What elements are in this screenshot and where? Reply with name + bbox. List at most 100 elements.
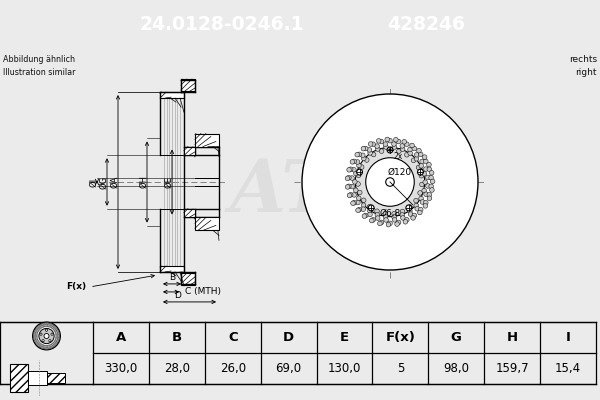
Circle shape — [415, 206, 419, 211]
Text: A: A — [116, 331, 126, 344]
Circle shape — [424, 159, 428, 164]
Circle shape — [429, 184, 433, 189]
Circle shape — [368, 208, 372, 213]
Circle shape — [350, 176, 355, 180]
Circle shape — [395, 222, 400, 226]
Circle shape — [361, 203, 366, 208]
Circle shape — [302, 94, 478, 270]
Circle shape — [56, 341, 57, 342]
Circle shape — [56, 343, 58, 344]
Circle shape — [40, 324, 41, 325]
Circle shape — [350, 160, 355, 164]
Circle shape — [400, 147, 405, 152]
Circle shape — [422, 188, 427, 193]
Circle shape — [49, 345, 50, 346]
Circle shape — [36, 335, 37, 336]
Circle shape — [47, 345, 48, 346]
Text: D: D — [283, 331, 294, 344]
Circle shape — [47, 324, 48, 325]
Circle shape — [40, 328, 41, 329]
Circle shape — [386, 178, 394, 186]
Circle shape — [56, 330, 57, 331]
Circle shape — [352, 168, 356, 172]
Circle shape — [379, 220, 384, 225]
Circle shape — [37, 339, 38, 340]
Circle shape — [349, 167, 353, 172]
Circle shape — [419, 164, 424, 168]
Circle shape — [44, 323, 45, 324]
Circle shape — [38, 330, 40, 331]
Circle shape — [55, 338, 56, 339]
Bar — [184, 209, 195, 218]
Circle shape — [35, 339, 36, 340]
Circle shape — [52, 324, 53, 325]
Circle shape — [43, 324, 44, 326]
Circle shape — [377, 221, 382, 226]
Text: ATE: ATE — [230, 156, 391, 228]
Circle shape — [356, 169, 362, 175]
Circle shape — [356, 208, 361, 212]
Circle shape — [355, 152, 359, 157]
Text: Ø6,8: Ø6,8 — [379, 209, 401, 218]
Circle shape — [49, 348, 50, 349]
Text: ØG: ØG — [100, 176, 109, 188]
Circle shape — [37, 332, 38, 333]
Text: ØI: ØI — [89, 178, 98, 186]
Circle shape — [39, 346, 40, 347]
Bar — [160, 92, 184, 98]
Circle shape — [55, 342, 56, 343]
Circle shape — [419, 174, 424, 178]
Circle shape — [356, 196, 361, 200]
Text: B: B — [169, 273, 175, 282]
Text: F(x): F(x) — [66, 282, 86, 292]
Circle shape — [356, 182, 361, 186]
Circle shape — [37, 331, 38, 332]
Circle shape — [53, 325, 54, 326]
Circle shape — [419, 182, 424, 187]
Circle shape — [356, 173, 361, 178]
Text: 98,0: 98,0 — [443, 362, 469, 375]
Circle shape — [355, 147, 425, 217]
Circle shape — [40, 347, 41, 348]
Text: 2x: 2x — [393, 152, 402, 160]
Circle shape — [54, 330, 55, 331]
Circle shape — [52, 326, 53, 327]
Circle shape — [366, 158, 414, 206]
Circle shape — [416, 148, 421, 153]
Circle shape — [427, 167, 431, 172]
Text: 330,0: 330,0 — [104, 362, 137, 375]
Circle shape — [375, 209, 379, 214]
Circle shape — [420, 200, 425, 204]
Circle shape — [401, 216, 405, 220]
Circle shape — [371, 218, 376, 222]
Circle shape — [53, 346, 54, 347]
Circle shape — [49, 340, 51, 342]
Circle shape — [352, 193, 356, 197]
Circle shape — [44, 345, 45, 346]
Circle shape — [408, 147, 412, 152]
Text: B: B — [172, 331, 182, 344]
Circle shape — [56, 340, 58, 341]
Circle shape — [51, 333, 53, 335]
Circle shape — [347, 193, 352, 198]
Circle shape — [57, 342, 58, 343]
Circle shape — [40, 343, 41, 344]
Text: Abbildung ähnlich
Illustration similar: Abbildung ähnlich Illustration similar — [3, 55, 76, 77]
Circle shape — [35, 332, 36, 333]
Circle shape — [418, 191, 422, 195]
Text: D: D — [174, 291, 181, 300]
Circle shape — [57, 334, 58, 335]
Circle shape — [55, 344, 56, 346]
Text: G: G — [451, 331, 462, 344]
Circle shape — [356, 163, 361, 168]
Bar — [195, 218, 219, 230]
Circle shape — [46, 326, 47, 327]
Circle shape — [361, 146, 365, 151]
Circle shape — [54, 345, 55, 346]
Circle shape — [58, 340, 59, 341]
Circle shape — [418, 169, 424, 175]
Circle shape — [47, 322, 48, 324]
Circle shape — [58, 330, 59, 331]
Circle shape — [397, 149, 401, 154]
Circle shape — [392, 218, 397, 222]
